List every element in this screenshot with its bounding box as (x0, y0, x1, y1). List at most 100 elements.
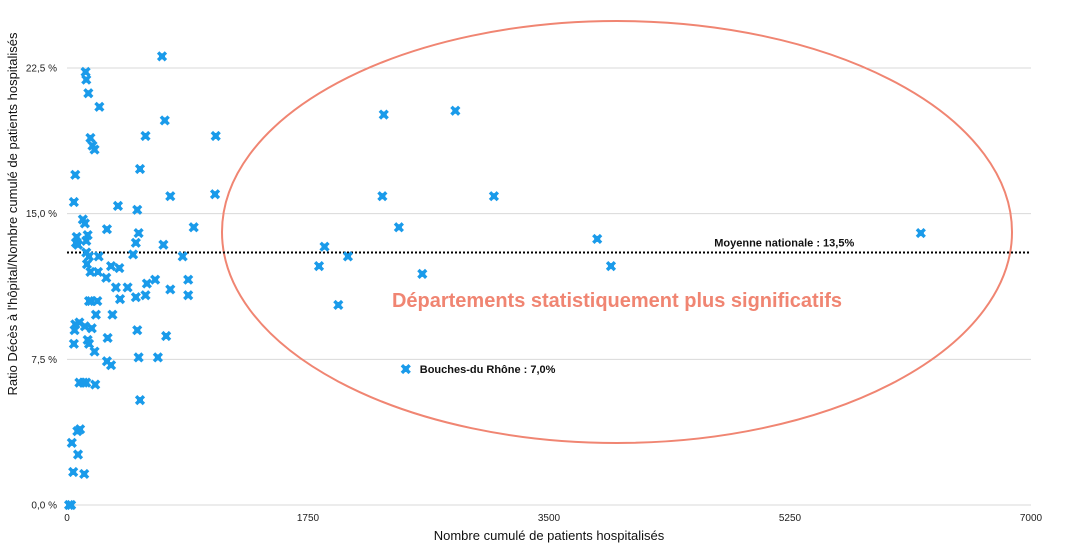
x-tick-label: 1750 (297, 513, 320, 524)
data-point (319, 241, 330, 252)
data-point (393, 222, 404, 233)
x-tick-label: 7000 (1020, 513, 1043, 524)
data-point (156, 51, 168, 62)
data-point (158, 239, 169, 250)
data-point (130, 292, 141, 303)
data-point (83, 338, 95, 349)
data-point (110, 282, 121, 293)
bouches-du-rhone-label: Bouches-du Rhône : 7,0% (420, 364, 556, 376)
x-tick-label: 0 (64, 513, 70, 524)
data-point (86, 323, 97, 334)
y-tick-label: 15,0 % (26, 209, 57, 220)
significance-ellipse (221, 20, 1013, 444)
data-point (93, 251, 104, 262)
data-point (210, 130, 221, 142)
data-point (81, 259, 93, 270)
data-point (74, 424, 86, 435)
y-tick-label: 0,0 % (31, 501, 57, 512)
data-point (94, 101, 105, 112)
data-point (79, 321, 90, 332)
axis-ticks: 0,0 % 7,5 % 15,0 % 22,5 % 0 1750 3500 5250 7000 (26, 64, 1043, 525)
national-average-label: Moyenne nationale : 13,5% (714, 238, 854, 250)
data-point (68, 466, 79, 478)
data-point (114, 294, 126, 305)
data-point (107, 309, 118, 320)
data-point (92, 295, 103, 307)
y-tick-label: 22,5 % (26, 64, 57, 75)
data-point (92, 266, 104, 278)
data-point (592, 233, 603, 245)
data-point (82, 229, 93, 241)
data-point (130, 237, 141, 248)
data-point (177, 251, 188, 262)
data-point (377, 191, 388, 202)
data-point (101, 272, 112, 283)
data-point (71, 231, 82, 243)
data-point (105, 261, 117, 272)
data-point (83, 251, 95, 262)
data-point (79, 468, 90, 480)
data-point (141, 278, 152, 289)
data-point (70, 169, 81, 180)
data-point (183, 290, 194, 301)
data-point (89, 346, 100, 357)
data-point (161, 330, 172, 342)
data-point (81, 377, 92, 388)
data-point (450, 105, 461, 116)
data-point (90, 309, 102, 320)
data-point (915, 227, 926, 239)
data-point (112, 200, 124, 211)
data-point (140, 290, 151, 301)
data-point (342, 251, 354, 262)
data-point (333, 299, 344, 311)
data-point (150, 274, 161, 285)
data-point (66, 437, 77, 448)
data-point (128, 249, 139, 260)
data-point (488, 191, 500, 202)
x-axis-title: Nombre cumulé de patients hospitalisés (434, 528, 665, 543)
data-point (134, 395, 146, 406)
x-tick-label: 5250 (779, 513, 802, 524)
data-point (68, 338, 79, 349)
data-point (152, 352, 163, 363)
data-point (183, 274, 194, 285)
data-point (72, 239, 84, 250)
data-point (80, 66, 91, 77)
data-point (188, 222, 199, 233)
data-point (133, 352, 144, 363)
data-points (63, 51, 926, 511)
x-tick-label: 3500 (538, 513, 561, 524)
data-point (85, 132, 96, 144)
data-point (605, 261, 617, 272)
data-point (66, 499, 77, 511)
data-point (165, 191, 176, 202)
gridlines (67, 67, 1031, 506)
data-point (101, 224, 113, 235)
data-point (140, 130, 151, 142)
data-point (134, 163, 146, 175)
data-point (72, 449, 84, 460)
data-point (159, 115, 170, 126)
data-point (209, 189, 221, 200)
data-point (85, 266, 96, 278)
data-point (105, 360, 117, 371)
callout-text: Départements statistiquement plus signif… (392, 290, 842, 312)
y-tick-label: 7,5 % (31, 355, 57, 366)
data-point (378, 109, 389, 120)
data-point (132, 325, 143, 336)
data-point (102, 332, 113, 344)
data-point (89, 144, 100, 155)
data-point (165, 284, 176, 295)
y-axis-title: Ratio Décès à l'hôpital/Nombre cumulé de… (5, 32, 20, 396)
data-point (68, 196, 79, 208)
data-point (417, 268, 428, 279)
data-point (114, 262, 125, 274)
data-point (132, 204, 143, 215)
data-point (133, 227, 144, 239)
data-point (79, 218, 90, 229)
data-point (90, 379, 101, 390)
data-point (313, 261, 325, 272)
data-point (83, 88, 94, 99)
data-point-bouches-du-rhone (400, 363, 411, 375)
